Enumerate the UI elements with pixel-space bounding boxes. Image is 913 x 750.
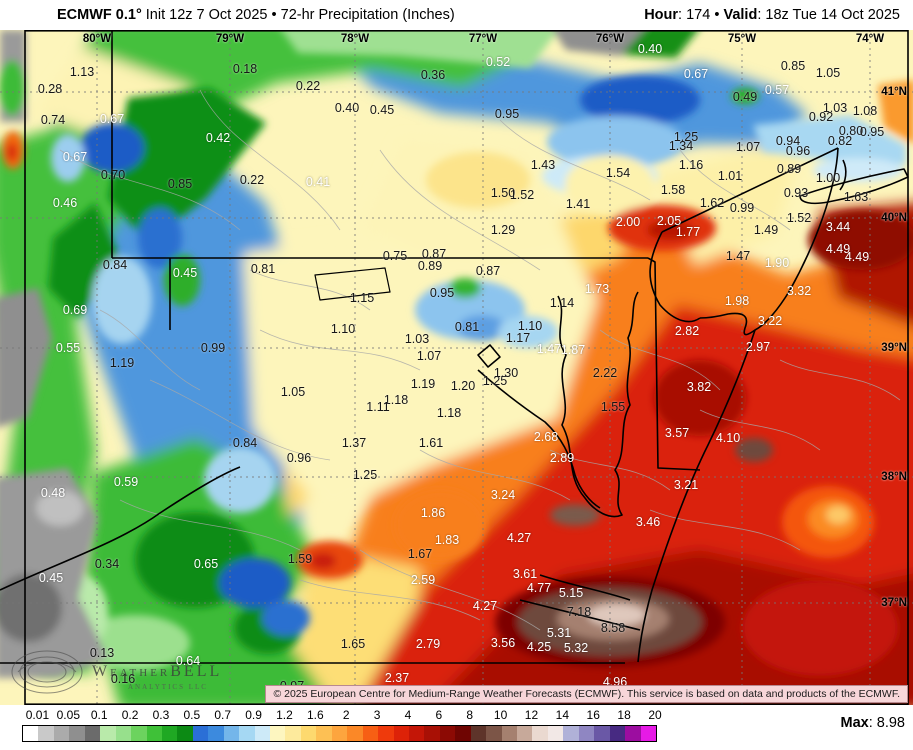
longitude-label: 78°W (340, 33, 370, 45)
colorbar-segment (131, 726, 147, 741)
colorbar-segment (362, 726, 379, 741)
latitude-label: 38°N (881, 471, 907, 483)
colorbar-segment (84, 726, 101, 741)
longitude-label: 77°W (468, 33, 498, 45)
map-frame (24, 30, 909, 705)
legend-tick-label: 20 (648, 708, 662, 722)
longitude-label: 76°W (595, 33, 625, 45)
contour-field-large (0, 30, 913, 705)
longitude-label: 74°W (855, 33, 885, 45)
colorbar-segment (625, 726, 641, 741)
map-title: ECMWF 0.1° Init 12z 7 Oct 2025 • 72-hr P… (57, 7, 455, 23)
colorbar-segment (578, 726, 595, 741)
legend-tick-label: 3 (373, 708, 381, 722)
colorbar-segment (192, 726, 209, 741)
latitude-label: 40°N (881, 212, 907, 224)
legend-tick-label: 8 (466, 708, 474, 722)
legend-tick-label: 0.05 (56, 708, 80, 722)
legend-tick-label: 4 (404, 708, 412, 722)
legend-tick-label: 10 (493, 708, 508, 722)
colorbar-segment (517, 726, 533, 741)
model-name: ECMWF 0.1° (57, 7, 142, 23)
colorbar-segment (393, 726, 409, 741)
legend-tick-label: 18 (617, 708, 631, 722)
colorbar-segment (331, 726, 348, 741)
colorbar-segment (115, 726, 132, 741)
legend-tick-label: 0.3 (152, 708, 170, 722)
colorbar-segment (609, 726, 626, 741)
colorbar-segment (439, 726, 456, 741)
hour-value: 174 (686, 7, 711, 23)
valid-value: 18z Tue 14 Oct 2025 (765, 7, 900, 23)
colorbar-segment (347, 726, 363, 741)
colorbar-segment (239, 726, 255, 741)
colorbar-segment (208, 726, 224, 741)
legend: 0.01 0.05 0.1 0.2 0.3 0.5 0.7 0.9 1.2 1.6 2 3 4 6 8 10 1… (0, 705, 913, 750)
colorbar-segment (100, 726, 116, 741)
legend-tick-label: 1.2 (276, 708, 293, 722)
map-canvas (0, 30, 913, 705)
colorbar-segment (640, 726, 656, 741)
colorbar-segment (223, 726, 240, 741)
title-bar: ECMWF 0.1° Init 12z 7 Oct 2025 • 72-hr P… (0, 0, 913, 30)
colorbar-segment (177, 726, 193, 741)
legend-tick-label: 12 (524, 708, 539, 722)
hour-label: Hour (644, 7, 679, 23)
colorbar-segment (300, 726, 317, 741)
colorbar-segment (69, 726, 85, 741)
county-borders (59, 89, 901, 631)
legend-tick-label: 1.6 (306, 708, 324, 722)
valid-label: Valid (723, 7, 758, 23)
legend-tick-label: 6 (435, 708, 443, 722)
state-borders (0, 30, 909, 664)
colorbar-segment (316, 726, 332, 741)
colorbar-segment (38, 726, 54, 741)
legend-tick-label: 0.1 (90, 708, 108, 722)
max-value-readout: Max: 8.98 (840, 715, 905, 731)
colorbar-segment (501, 726, 517, 741)
legend-tick-label: 2 (342, 708, 350, 722)
colorbar-segment (563, 726, 579, 741)
legend-tick-label: 16 (586, 708, 600, 722)
legend-tick-label: 0.9 (245, 708, 262, 722)
colorbar-segment (161, 726, 178, 741)
legend-colorbar (22, 725, 657, 742)
longitude-label: 75°W (727, 33, 757, 45)
colorbar-segment (424, 726, 440, 741)
model-run-info: Init 12z 7 Oct 2025 • 72-hr Precipitatio… (141, 7, 455, 23)
colorbar-segment (378, 726, 394, 741)
colorbar-segment (486, 726, 502, 741)
legend-tick-label: 0.2 (121, 708, 139, 722)
longitude-label: 80°W (82, 33, 112, 45)
legend-tick-label: 14 (555, 708, 570, 722)
legend-tick-label: 0.7 (214, 708, 232, 722)
colorbar-segment (594, 726, 610, 741)
colorbar-segment (270, 726, 286, 741)
colorbar-segment (532, 726, 548, 741)
latitude-label: 41°N (881, 86, 907, 98)
legend-tick-label: 0.01 (25, 708, 50, 722)
colorbar-segment (23, 726, 39, 741)
max-label: Max (840, 715, 869, 731)
colorbar-segment (547, 726, 564, 741)
colorbar-segment (53, 726, 70, 741)
latitude-label: 39°N (881, 342, 907, 354)
colorbar-segment (254, 726, 270, 741)
max-value: 8.98 (876, 715, 905, 731)
colorbar-segment (408, 726, 425, 741)
colorbar-segment (470, 726, 487, 741)
longitude-label: 79°W (215, 33, 245, 45)
colorbar-segment (285, 726, 301, 741)
valid-time: Hour: 174 • Valid: 18z Tue 14 Oct 2025 (644, 7, 900, 23)
legend-tick-label: 0.5 (183, 708, 201, 722)
colorbar-segment (146, 726, 162, 741)
colorbar-segment (455, 726, 471, 741)
latitude-label: 37°N (881, 597, 907, 609)
precipitation-map: 1.13 0.28 0.18 0.74 0.67 0.42 0.67 0.70 0.85 0.22… (0, 30, 913, 705)
copyright-bar: © 2025 European Centre for Medium-Range … (265, 685, 908, 703)
